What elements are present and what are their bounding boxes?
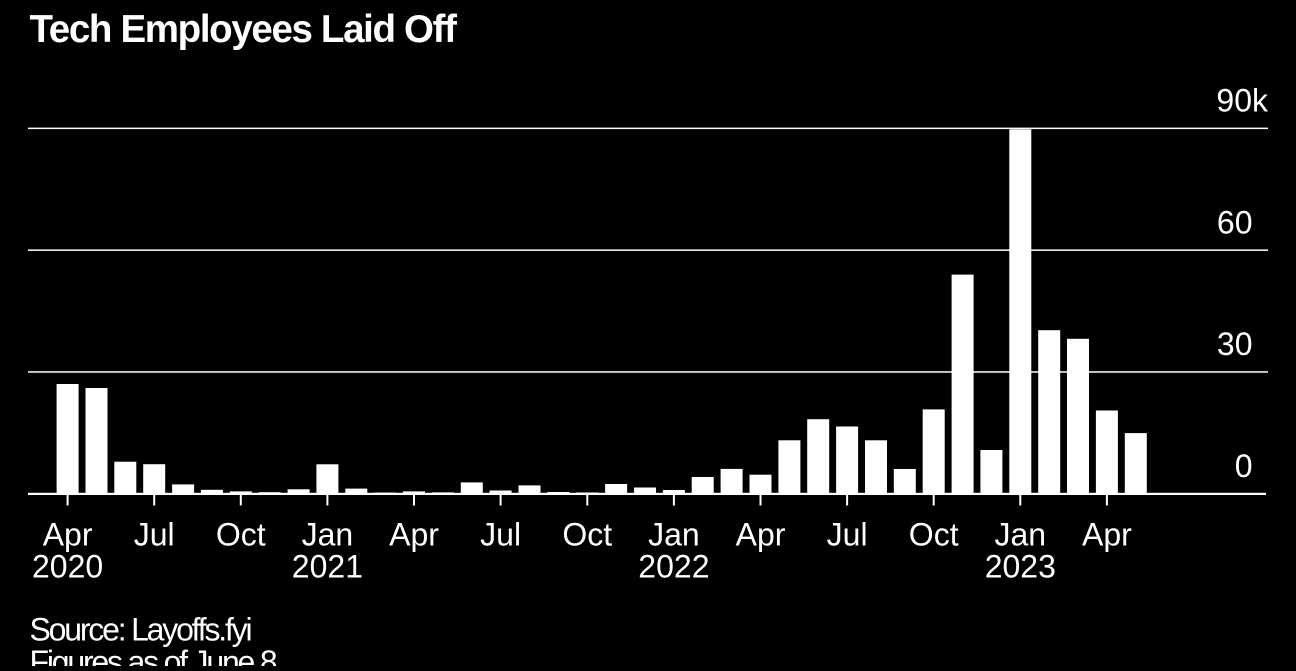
- svg-text:2023: 2023: [985, 549, 1056, 585]
- svg-text:Jan: Jan: [648, 517, 700, 553]
- svg-text:Oct: Oct: [909, 517, 959, 553]
- svg-text:Oct: Oct: [216, 517, 266, 553]
- svg-text:90k: 90k: [1216, 83, 1269, 119]
- svg-text:Jan: Jan: [995, 517, 1047, 553]
- svg-text:2021: 2021: [292, 549, 363, 585]
- svg-text:60: 60: [1217, 204, 1253, 240]
- svg-text:Oct: Oct: [562, 517, 612, 553]
- svg-text:Tech Employees Laid Off: Tech Employees Laid Off: [30, 8, 458, 51]
- svg-text:Apr: Apr: [736, 517, 786, 553]
- svg-text:Apr: Apr: [43, 517, 93, 553]
- svg-text:Jan: Jan: [302, 517, 354, 553]
- svg-text:0: 0: [1235, 448, 1253, 484]
- svg-text:Apr: Apr: [1082, 517, 1132, 553]
- svg-text:Figures as of June 8.: Figures as of June 8.: [30, 644, 283, 666]
- svg-text:Jul: Jul: [134, 517, 175, 553]
- svg-text:2022: 2022: [638, 549, 709, 585]
- svg-text:2020: 2020: [32, 549, 103, 585]
- svg-text:Apr: Apr: [389, 517, 439, 553]
- svg-text:Jul: Jul: [827, 517, 868, 553]
- svg-text:30: 30: [1217, 326, 1253, 362]
- svg-text:Source: Layoffs.fyi: Source: Layoffs.fyi: [30, 612, 251, 648]
- svg-text:Jul: Jul: [480, 517, 521, 553]
